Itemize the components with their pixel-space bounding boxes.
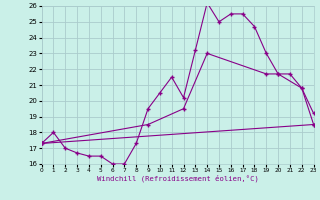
X-axis label: Windchill (Refroidissement éolien,°C): Windchill (Refroidissement éolien,°C) — [97, 175, 259, 182]
